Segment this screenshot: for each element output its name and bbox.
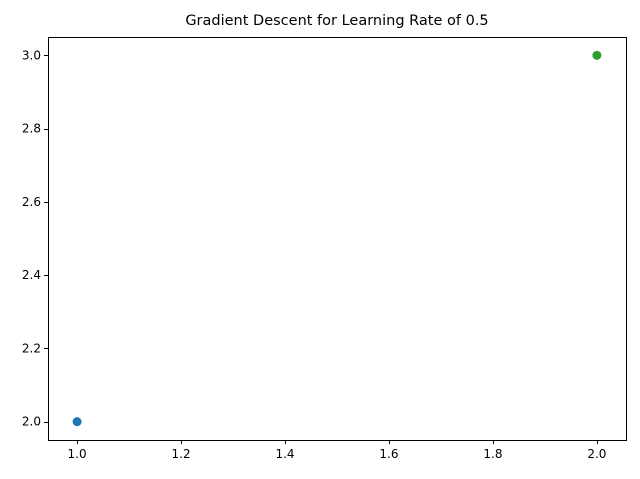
x-tick-label: 1.0: [68, 447, 87, 461]
y-tick-label: 2.0: [22, 415, 41, 429]
x-tick-label: 1.6: [379, 447, 398, 461]
x-tick-label: 1.8: [483, 447, 502, 461]
data-point: [72, 417, 82, 427]
x-tick-label: 1.2: [172, 447, 191, 461]
y-tick-label: 3.0: [22, 48, 41, 62]
x-tick-label: 2.0: [587, 447, 606, 461]
y-tick-label: 2.4: [22, 268, 41, 282]
data-point: [592, 50, 602, 60]
chart-title: Gradient Descent for Learning Rate of 0.…: [185, 13, 488, 29]
data-points: [72, 50, 602, 427]
y-tick-label: 2.2: [22, 341, 41, 355]
plot-area-frame: [48, 37, 627, 441]
y-tick-label: 2.8: [22, 122, 41, 136]
ticks: 1.0 1.2 1.4 1.6 1.8 2.0 2.0 2.2 2.4 2.6 2.8 3.0: [22, 48, 607, 461]
x-tick-label: 1.4: [275, 447, 294, 461]
y-tick-label: 2.6: [22, 195, 41, 209]
